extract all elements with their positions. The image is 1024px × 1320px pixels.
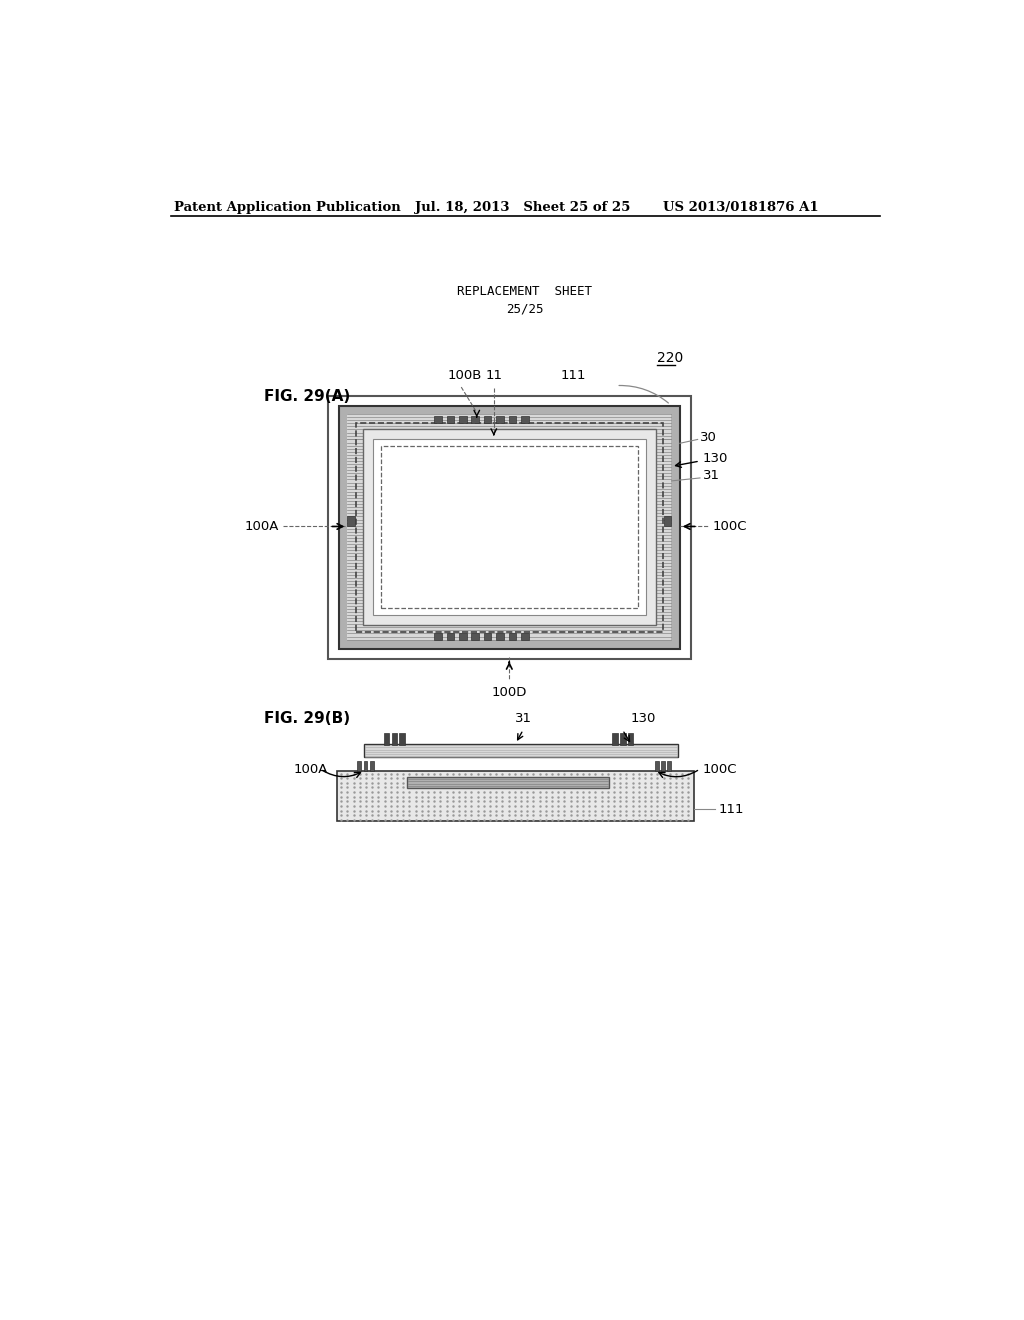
Bar bbox=[496, 634, 504, 640]
Bar bbox=[471, 416, 479, 424]
Text: 100D: 100D bbox=[492, 686, 527, 698]
Text: 111: 111 bbox=[719, 803, 744, 816]
Text: Jul. 18, 2013   Sheet 25 of 25: Jul. 18, 2013 Sheet 25 of 25 bbox=[415, 201, 630, 214]
Bar bbox=[381, 446, 638, 609]
Bar bbox=[509, 416, 516, 424]
Bar bbox=[459, 416, 467, 424]
Bar bbox=[664, 516, 672, 527]
Text: 32: 32 bbox=[515, 776, 531, 789]
Bar bbox=[668, 762, 672, 771]
Bar bbox=[391, 733, 397, 744]
Text: 11: 11 bbox=[476, 776, 493, 789]
Text: 100C: 100C bbox=[703, 763, 737, 776]
Text: Patent Application Publication: Patent Application Publication bbox=[174, 201, 401, 214]
Bar bbox=[446, 416, 455, 424]
Bar bbox=[434, 634, 442, 640]
Text: 130: 130 bbox=[630, 711, 655, 725]
Bar bbox=[509, 634, 516, 640]
Text: 220: 220 bbox=[656, 351, 683, 364]
Text: FIG. 29(A): FIG. 29(A) bbox=[263, 389, 350, 404]
Bar bbox=[483, 416, 492, 424]
Bar bbox=[471, 634, 479, 640]
Text: 100A: 100A bbox=[245, 520, 280, 533]
Bar bbox=[356, 422, 663, 632]
Bar bbox=[328, 396, 690, 659]
Text: 11: 11 bbox=[485, 368, 503, 381]
Bar bbox=[339, 405, 680, 649]
Text: 31: 31 bbox=[515, 711, 531, 725]
Text: 100A: 100A bbox=[294, 763, 329, 776]
Text: REPLACEMENT  SHEET: REPLACEMENT SHEET bbox=[458, 285, 592, 298]
Bar bbox=[337, 771, 693, 821]
Text: 111: 111 bbox=[561, 368, 587, 381]
Bar bbox=[373, 440, 646, 615]
Bar bbox=[446, 634, 455, 640]
Bar bbox=[621, 733, 626, 744]
Bar bbox=[434, 416, 442, 424]
Bar bbox=[483, 634, 492, 640]
Bar bbox=[628, 733, 633, 744]
Text: 100B: 100B bbox=[447, 368, 482, 381]
Text: 31: 31 bbox=[703, 469, 720, 482]
Text: 100C: 100C bbox=[713, 520, 746, 533]
Text: FIG. 29(B): FIG. 29(B) bbox=[263, 711, 350, 726]
Bar bbox=[364, 762, 368, 771]
Bar bbox=[399, 733, 404, 744]
Bar bbox=[612, 733, 617, 744]
Bar bbox=[384, 733, 389, 744]
Bar bbox=[347, 414, 672, 640]
Bar bbox=[655, 762, 658, 771]
Bar bbox=[347, 516, 355, 527]
Text: 30: 30 bbox=[700, 430, 717, 444]
Bar bbox=[357, 762, 361, 771]
Bar bbox=[521, 634, 528, 640]
Bar bbox=[521, 416, 528, 424]
Bar bbox=[407, 777, 608, 788]
Bar bbox=[662, 762, 665, 771]
Text: 25/25: 25/25 bbox=[506, 302, 544, 315]
Bar bbox=[370, 762, 374, 771]
Bar bbox=[365, 743, 678, 758]
Text: US 2013/0181876 A1: US 2013/0181876 A1 bbox=[663, 201, 818, 214]
Bar bbox=[459, 634, 467, 640]
Text: 130: 130 bbox=[703, 453, 728, 465]
Bar bbox=[496, 416, 504, 424]
Bar bbox=[362, 429, 655, 626]
